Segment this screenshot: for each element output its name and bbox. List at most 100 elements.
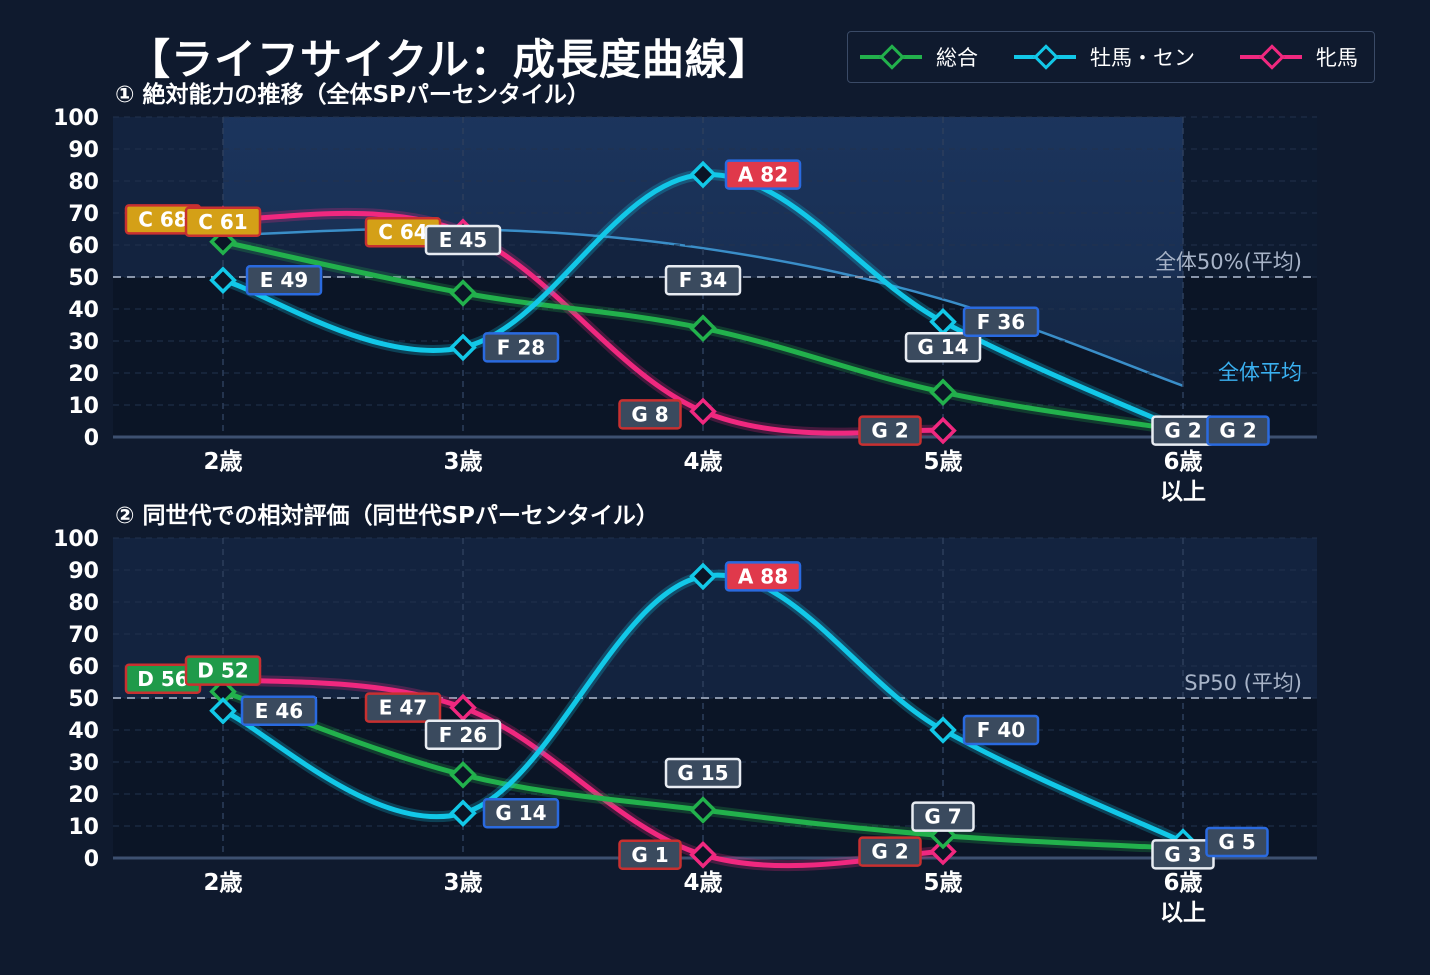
data-label: G 14 [495,801,546,825]
data-label: E 49 [260,268,308,292]
data-label: A 82 [738,163,788,187]
legend-item-colt: 牡馬・セン [1014,32,1195,82]
panel-title: ② 同世代での相対評価（同世代SPパーセンタイル） [115,502,659,529]
y-tick-label: 60 [68,234,99,259]
legend-label: 牡馬・セン [1090,46,1195,70]
data-label: G 8 [631,402,668,426]
y-tick-label: 40 [68,298,99,323]
y-tick-label: 80 [68,591,99,616]
y-tick-label: 0 [84,426,99,451]
y-tick-label: 70 [68,202,99,227]
data-label: E 46 [255,699,303,723]
y-tick-label: 20 [68,362,99,387]
panel-title: ① 絶対能力の推移（全体SPパーセンタイル） [115,81,590,108]
y-tick-label: 80 [68,170,99,195]
data-label: F 28 [497,335,545,359]
x-tick-label: 以上 [1160,900,1206,926]
data-point-marker [689,841,717,869]
data-label: C 64 [378,220,427,244]
data-label-box [724,159,802,190]
x-tick-label: 2歳 [203,870,242,896]
x-tick-label: 3歳 [443,870,482,896]
data-point-marker [929,416,957,445]
reference-line-label: 全体50%(平均) [1155,250,1302,274]
data-point-marker [209,266,237,294]
data-label-box [424,719,502,751]
series-line [220,210,946,436]
x-tick-label: 6歳 [1163,449,1202,475]
x-tick-label: 5歳 [923,870,962,896]
page-title: 【ライフサイクル：成長度曲線】 [128,35,771,84]
data-point-marker [209,697,237,725]
data-label: A 88 [738,564,788,588]
data-point-marker [689,397,717,426]
chart-panel-2: 0 10 20 30 40 50 60 70 80 90 100 SP50 (平均) ② 同世代での相対… [53,502,1317,926]
data-label: G 2 [1164,419,1201,443]
data-point-marker [449,279,477,307]
x-tick-label: 4歳 [683,870,722,896]
data-label-box [664,757,742,789]
legend-label: 総合 [936,46,978,70]
data-label: F 40 [977,718,1025,742]
chart-panel-1: 0 10 20 30 40 50 60 70 80 90 100 全体50%(平均) 全体平均 ① 絶対能… [53,81,1317,505]
data-point-marker [449,333,477,362]
data-point-marker [689,796,717,824]
data-label-box [1205,826,1269,858]
data-point-marker [449,799,477,827]
data-label: G 2 [1219,419,1256,443]
y-tick-label: 60 [68,655,99,680]
data-point-marker [929,378,957,406]
reference-line-label: SP50 (平均) [1184,671,1302,695]
y-tick-label: 100 [53,527,99,552]
legend-line-colt [1014,44,1076,70]
data-point-marker [929,837,957,866]
data-label-box [618,839,682,871]
data-point-marker [449,693,477,722]
average-curve-label: 全体平均 [1218,360,1302,384]
data-label: D 52 [197,659,248,683]
data-point-marker [929,716,957,744]
data-label: F 26 [439,723,487,747]
x-tick-label: 6歳 [1163,870,1202,896]
upper-band [113,538,1317,698]
data-label: G 3 [1164,842,1201,866]
y-tick-label: 10 [68,394,99,419]
data-label-box [482,332,560,363]
data-label-box [482,797,560,829]
y-tick-label: 40 [68,719,99,744]
data-label-box [364,692,442,723]
data-label: G 7 [924,805,961,829]
chart-legend: 総合 牡馬・セン 牝馬 [847,31,1375,83]
data-label-box [1206,415,1270,446]
legend-item-filly: 牝馬 [1240,32,1358,82]
y-tick-label: 30 [68,330,99,355]
y-tick-label: 100 [53,106,99,131]
x-tick-label: 以上 [1160,479,1206,505]
y-tick-label: 50 [68,266,99,291]
y-tick-label: 50 [68,687,99,712]
data-label-box [911,801,975,832]
data-point-marker [689,314,717,342]
x-tick-label: 4歳 [683,449,722,475]
data-label: D 56 [137,667,188,691]
y-tick-label: 70 [68,623,99,648]
data-label-box [424,224,502,256]
y-tick-label: 10 [68,815,99,840]
data-label: G 2 [871,419,908,443]
data-label: E 47 [379,696,427,720]
data-label: E 45 [439,228,487,252]
data-label: F 34 [679,268,727,292]
data-label: G 14 [917,335,968,359]
data-label: C 61 [198,210,247,234]
data-point-marker [689,160,717,189]
data-point-marker [689,562,717,591]
x-tick-label: 3歳 [443,449,482,475]
data-label-box [962,714,1040,746]
x-tick-label: 2歳 [203,449,242,475]
y-tick-label: 0 [84,847,99,872]
data-point-marker [209,677,237,706]
y-tick-label: 20 [68,783,99,808]
data-label: F 36 [977,310,1025,334]
y-tick-label: 90 [68,559,99,584]
